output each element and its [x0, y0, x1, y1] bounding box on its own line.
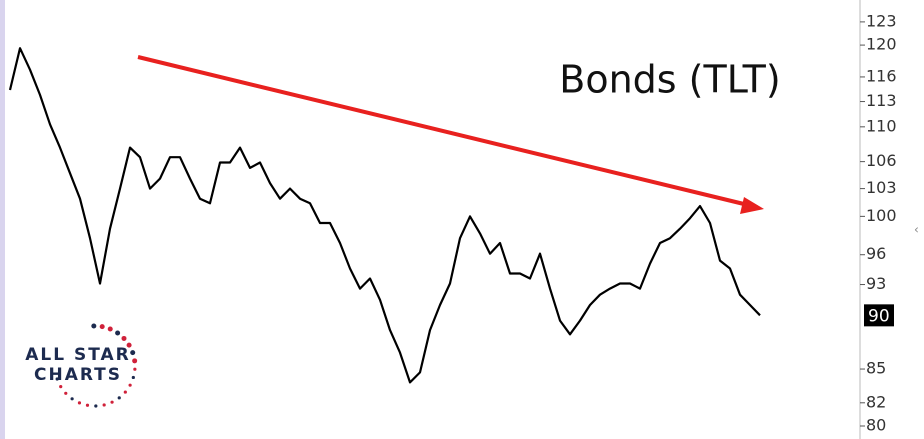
logo-star — [130, 350, 136, 356]
y-tick-label: 123 — [866, 11, 897, 30]
logo: ALL STAR CHARTS — [25, 323, 138, 408]
logo-star — [115, 330, 121, 336]
logo-text: CHARTS — [34, 365, 122, 385]
y-tick-label: 80 — [866, 415, 886, 434]
y-tick-label: 113 — [866, 91, 897, 110]
y-tick-label: 96 — [866, 244, 886, 263]
logo-star — [99, 324, 105, 330]
logo-star — [123, 390, 127, 394]
logo-star — [128, 383, 132, 387]
y-tick-label: 82 — [866, 392, 886, 411]
y-tick-label: 103 — [866, 178, 897, 197]
trend-arrow — [137, 55, 749, 207]
y-tick-label: 100 — [866, 206, 897, 225]
logo-star — [110, 400, 114, 404]
logo-star — [94, 404, 98, 408]
price-line — [8, 47, 761, 384]
left-edge — [0, 0, 5, 439]
logo-star — [117, 396, 121, 400]
logo-stars — [55, 323, 138, 408]
y-tick-label: 116 — [866, 66, 897, 85]
logo-star — [126, 342, 132, 348]
logo-text: ALL STAR — [25, 345, 131, 365]
logo-star — [121, 335, 127, 341]
logo-star — [85, 403, 90, 407]
y-tick-label: 110 — [866, 116, 897, 135]
scroll-handle[interactable]: ‹ — [914, 223, 919, 237]
logo-star — [55, 377, 59, 381]
chart-title: Bonds (TLT) — [559, 58, 780, 102]
logo-star — [131, 375, 135, 380]
trend-arrow-head — [740, 197, 764, 214]
logo-star — [102, 403, 106, 407]
logo-star — [64, 391, 68, 395]
y-tick-label: 93 — [866, 274, 886, 293]
last-price-box — [864, 304, 894, 327]
logo-star — [59, 385, 63, 389]
logo-star — [77, 401, 82, 405]
y-tick-label: 120 — [866, 35, 897, 54]
logo-star — [70, 397, 74, 401]
y-tick-label: 85 — [866, 359, 886, 378]
logo-star — [91, 323, 97, 329]
logo-star — [107, 326, 113, 332]
logo-star — [132, 358, 138, 364]
y-tick-label: 106 — [866, 151, 897, 170]
logo-star — [133, 367, 137, 371]
last-price-label: 90 — [868, 306, 890, 326]
